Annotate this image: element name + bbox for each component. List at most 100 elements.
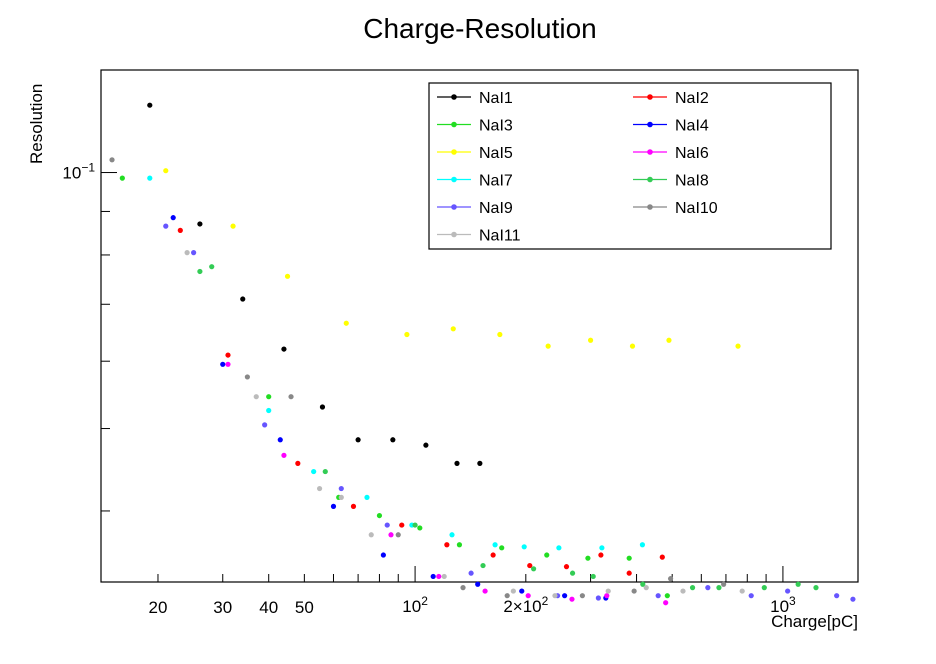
data-point <box>319 404 326 410</box>
data-point <box>590 573 596 580</box>
data-point <box>499 545 505 551</box>
data-point <box>376 512 383 519</box>
data-point <box>277 437 283 443</box>
legend-label: NaI10 <box>675 200 718 217</box>
data-point <box>705 585 711 591</box>
data-point <box>663 600 669 606</box>
y-tick-label: 10−1 <box>62 161 95 183</box>
data-point <box>454 460 460 466</box>
data-point <box>626 570 632 576</box>
data-point <box>492 542 498 548</box>
data-point <box>399 522 405 528</box>
data-point <box>813 585 819 591</box>
data-point <box>497 331 503 338</box>
series-nai10 <box>109 157 727 599</box>
data-point <box>284 273 291 279</box>
data-point <box>444 542 450 548</box>
series-nai5 <box>163 168 741 349</box>
data-point <box>456 542 463 548</box>
data-point <box>504 593 510 599</box>
series-nai3 <box>119 175 670 599</box>
x-tick-label: 103 <box>770 594 796 616</box>
data-point <box>721 581 727 587</box>
data-point <box>585 555 591 561</box>
data-point <box>850 596 856 602</box>
legend-label: NaI2 <box>675 90 709 107</box>
data-point <box>436 573 442 580</box>
data-point <box>468 570 474 576</box>
series-nai6 <box>225 361 669 606</box>
data-point <box>281 346 287 352</box>
data-point <box>163 223 169 229</box>
data-point <box>330 503 337 509</box>
data-point <box>266 407 272 414</box>
data-point <box>163 168 169 174</box>
series-nai2 <box>177 227 665 576</box>
data-point <box>225 352 231 358</box>
data-point <box>355 437 361 443</box>
data-point <box>552 593 558 599</box>
data-point <box>525 593 531 599</box>
data-point <box>384 522 390 528</box>
data-point <box>390 437 396 443</box>
data-point <box>147 102 153 108</box>
legend-marker <box>451 121 457 128</box>
plot-frame <box>100 69 859 583</box>
data-point <box>659 554 665 560</box>
data-point <box>510 588 516 594</box>
x-tick-label: 102 <box>402 594 428 616</box>
data-point <box>480 562 486 569</box>
chart-title: Charge-Resolution <box>363 13 596 44</box>
data-point <box>595 595 601 601</box>
data-point <box>177 227 183 233</box>
data-point <box>521 544 527 550</box>
legend-label: NaI3 <box>479 118 513 135</box>
data-point <box>640 581 646 587</box>
data-point <box>475 581 481 587</box>
data-point <box>368 532 374 538</box>
legend-label: NaI5 <box>479 145 513 162</box>
data-point <box>423 442 429 448</box>
legend-label: NaI9 <box>479 200 513 217</box>
series-nai11 <box>184 250 745 599</box>
series-nai1 <box>147 102 483 466</box>
data-point <box>322 468 328 475</box>
data-point <box>191 250 197 256</box>
data-point <box>655 593 661 599</box>
data-point <box>545 343 551 349</box>
data-point <box>295 460 301 466</box>
x-axis-label: Charge[pC] <box>771 612 858 631</box>
data-point <box>664 593 670 599</box>
data-point <box>338 494 344 500</box>
series-nai7 <box>147 175 646 551</box>
data-point <box>587 337 594 343</box>
data-point <box>184 250 190 256</box>
legend-box <box>428 82 832 250</box>
data-point <box>119 175 125 181</box>
data-point <box>230 223 236 229</box>
legend-marker <box>451 204 457 210</box>
data-point <box>281 452 287 458</box>
data-point <box>544 552 550 558</box>
legend-label: NaI4 <box>675 118 709 135</box>
data-point <box>680 588 686 594</box>
series-nai8 <box>197 264 819 591</box>
legend-marker <box>451 94 457 100</box>
data-point <box>441 573 447 580</box>
legend-marker <box>647 149 653 155</box>
x-tick-label: 50 <box>295 598 314 617</box>
data-point <box>735 343 741 349</box>
legend-label: NaI11 <box>479 228 521 245</box>
x-tick-label: 2×102 <box>503 594 548 616</box>
data-point <box>197 268 203 275</box>
data-point <box>527 562 533 569</box>
data-point <box>404 331 410 338</box>
data-point <box>220 361 226 367</box>
series-nai4 <box>170 215 609 601</box>
data-point <box>689 585 696 591</box>
data-point <box>562 593 568 599</box>
data-point <box>417 525 423 531</box>
legend-label: NaI6 <box>675 145 709 162</box>
data-point <box>477 460 483 466</box>
data-point <box>569 596 575 602</box>
